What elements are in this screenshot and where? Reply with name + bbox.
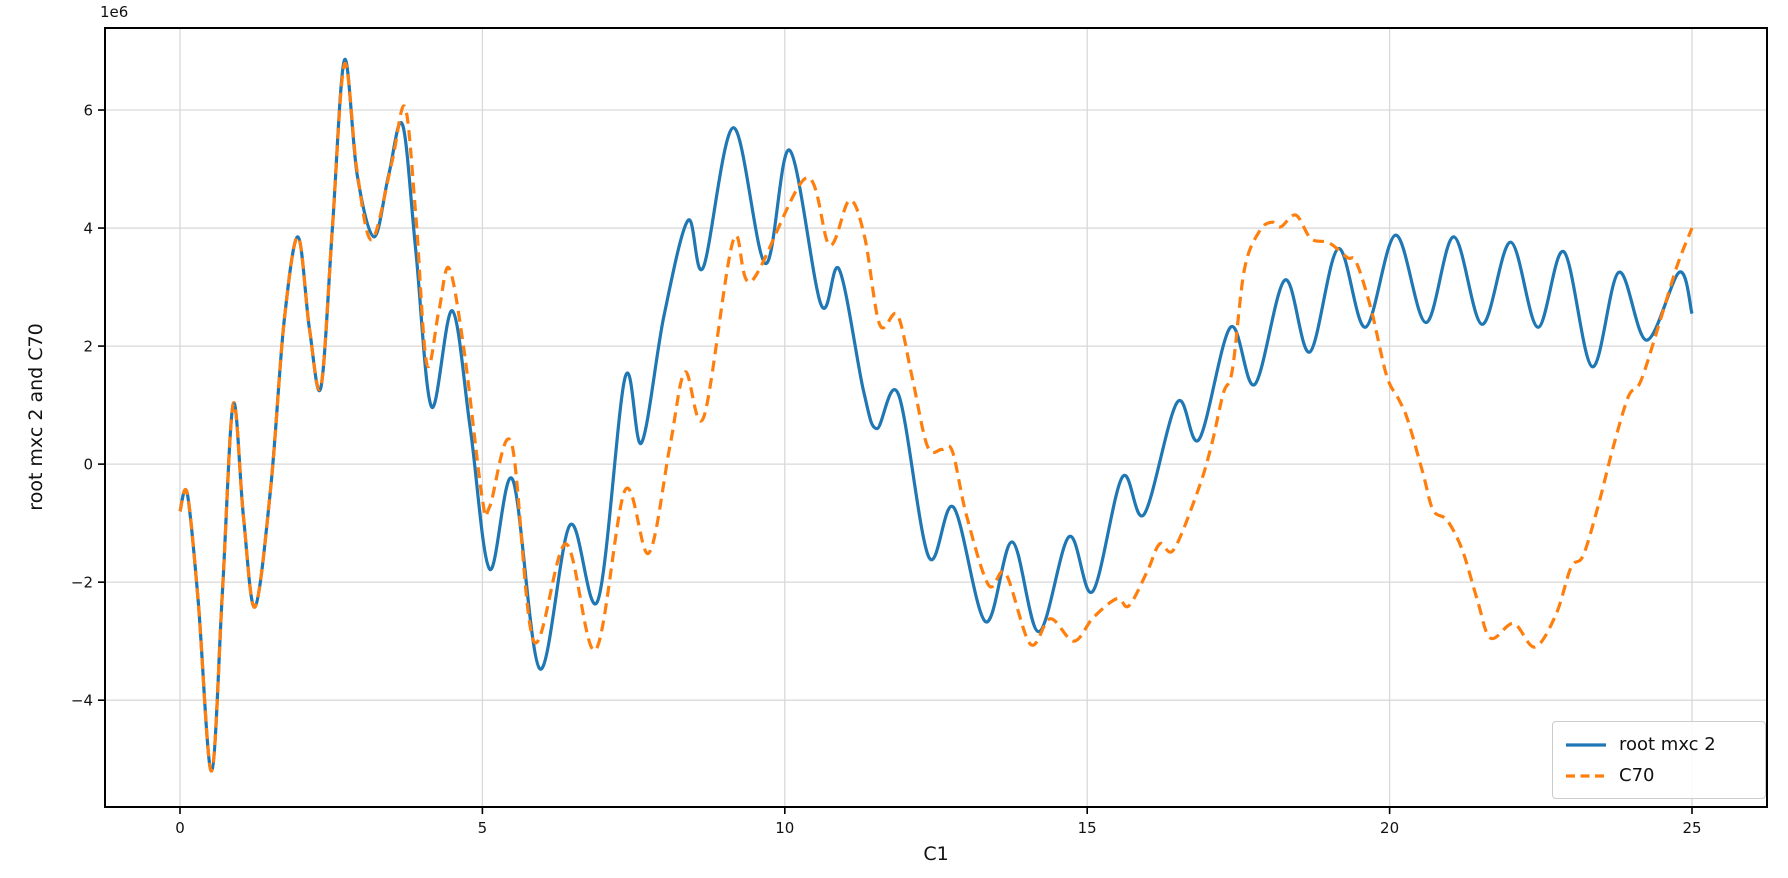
legend-line-solid-icon — [1566, 742, 1606, 747]
legend-entry-root-mxc-2: root mxc 2 — [1565, 734, 1753, 756]
y-tick-label: −2 — [71, 574, 93, 592]
legend-label: C70 — [1619, 764, 1655, 786]
y-tick-label: 4 — [83, 220, 93, 238]
y-tick-label: 6 — [83, 102, 93, 120]
y-tick-label: −4 — [71, 692, 93, 710]
x-tick-label: 25 — [1682, 819, 1701, 837]
series-c70 — [178, 62, 1694, 773]
x-tick-label: 0 — [175, 819, 185, 837]
y-axis-label: root mxc 2 and C70 — [25, 323, 47, 511]
legend: root mxc 2 C70 — [1552, 721, 1766, 799]
x-axis-label: C1 — [923, 843, 949, 865]
series-root-mxc-2 — [178, 58, 1694, 773]
x-tick-label: 10 — [775, 819, 794, 837]
y-axis-offset-label: 1e6 — [100, 3, 129, 21]
x-tick-label: 15 — [1078, 819, 1097, 837]
plot-border — [104, 27, 1768, 808]
y-tick-label: 2 — [83, 338, 93, 356]
y-tick-label: 0 — [83, 456, 93, 474]
x-tick-label: 5 — [478, 819, 488, 837]
legend-line-dashed-icon — [1566, 773, 1606, 778]
legend-entry-c70: C70 — [1565, 765, 1753, 787]
x-tick-label: 20 — [1380, 819, 1399, 837]
legend-label: root mxc 2 — [1619, 733, 1716, 755]
